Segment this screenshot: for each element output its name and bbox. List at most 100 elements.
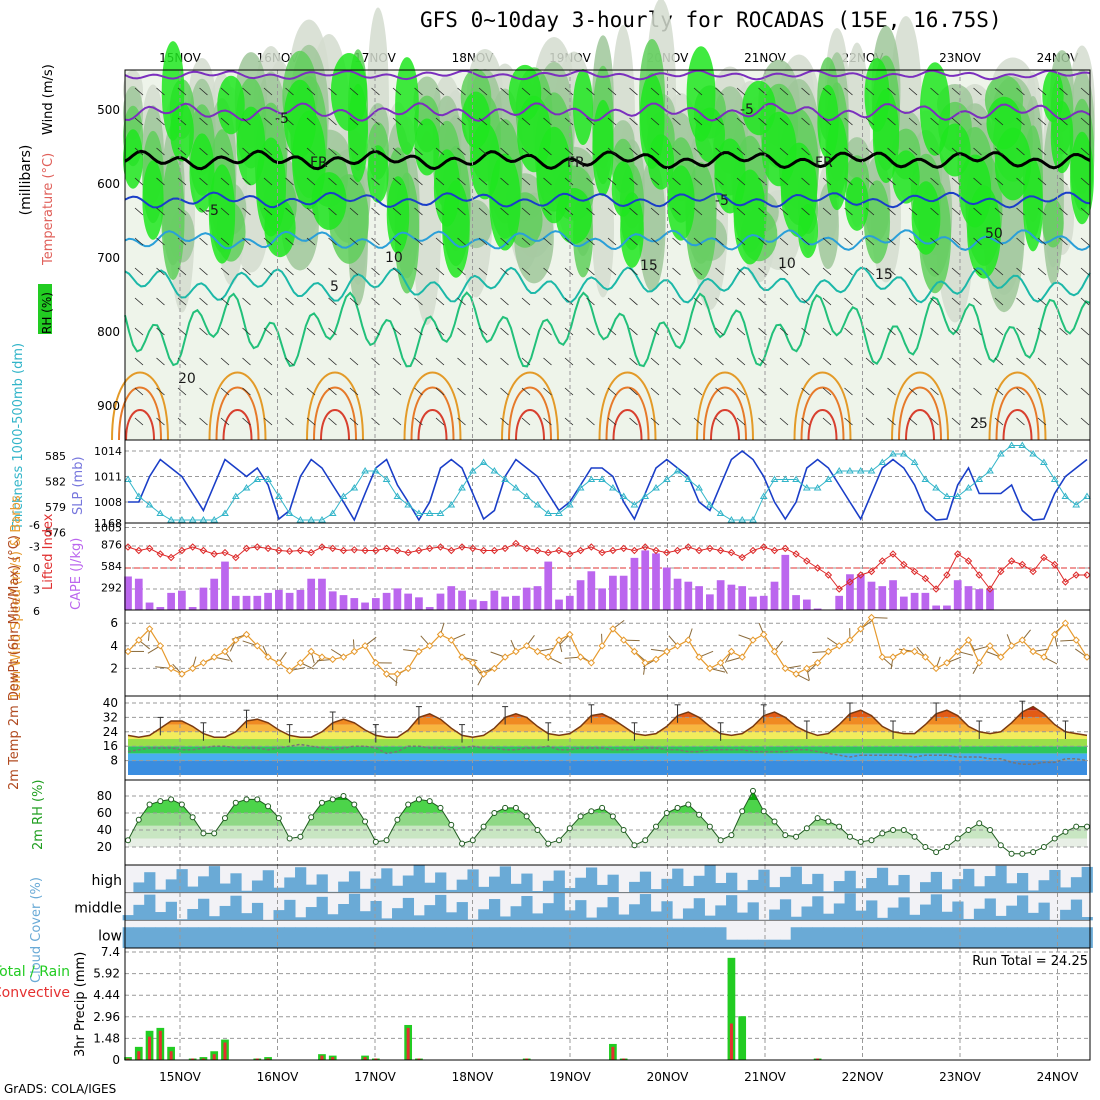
wind-barb bbox=[930, 297, 939, 306]
lifted-index-marker bbox=[178, 546, 186, 555]
cloud-cover-cell bbox=[920, 904, 932, 921]
cloud-cover-cell bbox=[833, 881, 846, 893]
rh-marker bbox=[685, 801, 692, 808]
wind-barb bbox=[994, 207, 1004, 216]
wind-barb bbox=[564, 177, 574, 186]
isotherm bbox=[125, 409, 155, 441]
wind-speed-marker bbox=[501, 653, 509, 661]
wind-barb bbox=[779, 387, 789, 396]
wind-speed-marker bbox=[307, 647, 315, 656]
cloud-cover-cell bbox=[672, 868, 684, 893]
wind-barb bbox=[951, 267, 961, 276]
cloud-cover-cell bbox=[629, 881, 641, 893]
wind-barb bbox=[220, 357, 230, 366]
wind-barb bbox=[134, 387, 144, 396]
wind-barb bbox=[134, 207, 144, 216]
wind-barb bbox=[865, 387, 875, 396]
wind-speed-marker bbox=[1007, 642, 1016, 650]
cloud-cover-cell bbox=[920, 927, 932, 948]
wind-speed-marker bbox=[652, 655, 660, 664]
wind-barb bbox=[779, 177, 789, 186]
rh-contour-fill bbox=[967, 185, 1001, 279]
wind-barb bbox=[177, 327, 187, 336]
precip-convective-bar bbox=[169, 1051, 173, 1060]
cloud-cover-cell bbox=[909, 914, 921, 921]
wind-barb bbox=[414, 177, 423, 186]
thickness-marker bbox=[943, 492, 951, 499]
lifted-index-marker bbox=[232, 553, 240, 562]
wind-speed-marker bbox=[264, 653, 272, 661]
cloud-cover-cell bbox=[726, 939, 738, 948]
cape-bar bbox=[964, 586, 973, 610]
cloud-cover-cell bbox=[1060, 887, 1072, 893]
wind-barb bbox=[521, 177, 531, 186]
wind-barb bbox=[564, 297, 574, 306]
thickness-marker bbox=[587, 475, 596, 482]
cloud-cover-cell bbox=[165, 901, 177, 921]
wind-barb bbox=[693, 207, 703, 216]
cloud-cover-cell bbox=[866, 900, 878, 921]
rh-marker bbox=[512, 804, 519, 811]
wind-barb bbox=[908, 417, 918, 426]
wind-barb bbox=[822, 327, 832, 336]
cape-bar bbox=[802, 599, 811, 610]
cloud-cover-cell bbox=[381, 927, 393, 948]
wind-legend-label: Wind (m/s) bbox=[41, 64, 56, 135]
thickness-marker bbox=[468, 467, 477, 474]
rh-marker bbox=[286, 835, 293, 842]
rh-marker bbox=[297, 833, 304, 840]
wind-barb bbox=[435, 147, 445, 156]
thickness-marker bbox=[889, 450, 897, 457]
wind-barb bbox=[973, 417, 982, 426]
wind-barb bbox=[951, 237, 961, 246]
temp-tick-label: 16 bbox=[103, 739, 118, 753]
thickness-marker bbox=[490, 467, 499, 474]
wind-barb bbox=[392, 267, 402, 276]
wind-barb bbox=[435, 267, 445, 276]
cloud-cover-cell bbox=[133, 882, 145, 893]
thickness-tick-label: 576 bbox=[45, 527, 66, 540]
cloud-cover-cell bbox=[769, 887, 781, 893]
wind-barb bbox=[994, 387, 1004, 396]
wind-barb bbox=[973, 297, 982, 306]
thickness-marker bbox=[242, 484, 251, 491]
thickness-marker bbox=[609, 484, 617, 491]
cloud-cover-cell bbox=[1038, 880, 1050, 893]
wind-barb bbox=[844, 357, 853, 366]
cloud-cover-cell bbox=[284, 899, 296, 921]
rh-contour-fill bbox=[348, 83, 368, 183]
wind-barb bbox=[629, 417, 638, 426]
wind-barb bbox=[220, 117, 230, 126]
lifted-index-marker bbox=[716, 546, 725, 555]
wind-barb bbox=[500, 297, 509, 306]
wind-barb bbox=[306, 117, 316, 126]
rh-marker bbox=[200, 830, 207, 837]
cloud-cover-cell bbox=[553, 870, 565, 893]
wind-barb bbox=[199, 237, 208, 246]
wind-barb bbox=[736, 267, 746, 276]
wind-barb bbox=[822, 357, 832, 366]
wind-barb bbox=[715, 117, 724, 126]
wind-barb bbox=[801, 357, 810, 366]
precip-tick-label: 1.48 bbox=[93, 1031, 120, 1045]
lifted-index-marker bbox=[986, 585, 994, 593]
cloud-cover-cell bbox=[165, 879, 177, 893]
cloud-cover-cell bbox=[855, 910, 867, 921]
slp-tick-label: 1011 bbox=[94, 471, 122, 484]
wind-barb bbox=[199, 387, 208, 396]
lifted-index-marker bbox=[824, 571, 833, 579]
lifted-index-marker bbox=[673, 546, 682, 555]
rh-marker bbox=[609, 813, 616, 820]
wind-barb bbox=[457, 387, 466, 396]
lifted-index-marker bbox=[242, 544, 251, 553]
rh-marker bbox=[437, 804, 444, 811]
wind-barb bbox=[951, 387, 961, 396]
cape-bar bbox=[899, 596, 908, 610]
cape-bar bbox=[641, 550, 650, 610]
wind-barb bbox=[994, 237, 1004, 246]
rh-tick-label: 60 bbox=[97, 806, 112, 820]
rh-marker bbox=[405, 801, 412, 808]
date-label-bottom: 24NOV bbox=[1037, 1070, 1079, 1084]
rh-marker bbox=[803, 825, 810, 832]
rh-marker bbox=[782, 832, 789, 839]
